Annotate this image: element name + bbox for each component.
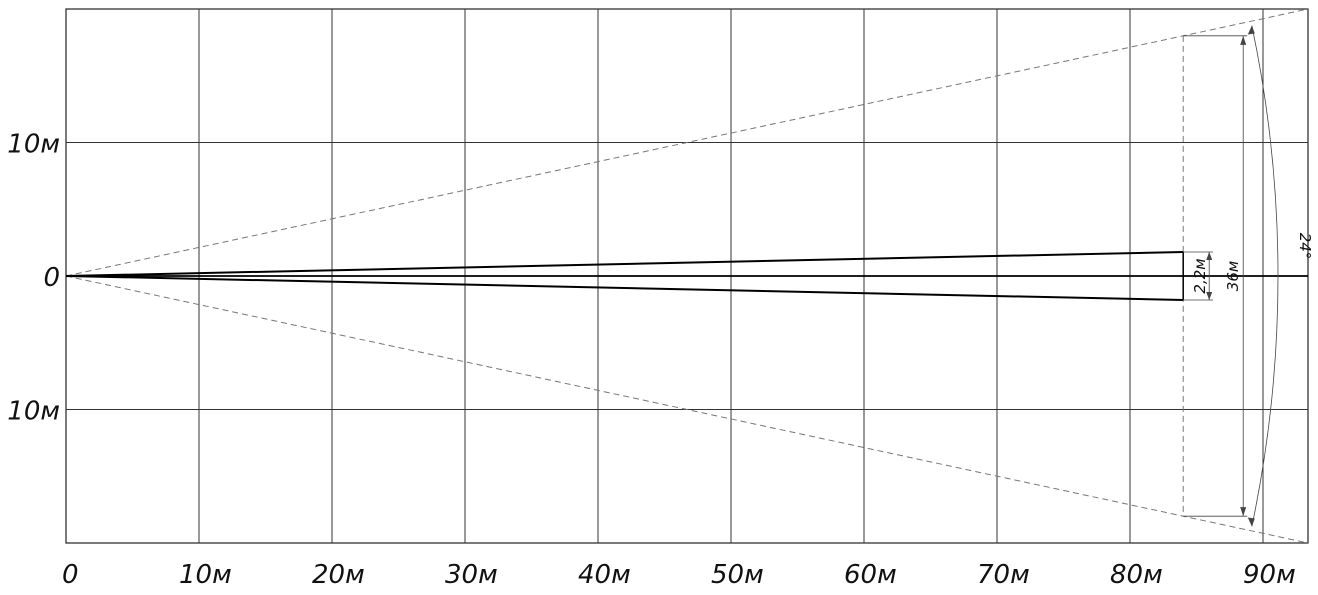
x-tick-label: 30м bbox=[445, 560, 498, 590]
arrow-head bbox=[1206, 292, 1213, 301]
beam-lower-edge bbox=[65, 275, 1184, 302]
beam-upper-edge bbox=[65, 250, 1184, 277]
x-tick-label: 50м bbox=[711, 560, 764, 590]
fov-upper-edge bbox=[65, 8, 1309, 277]
y-tick-label: 10м bbox=[7, 130, 60, 160]
x-tick-label: 40м bbox=[578, 560, 631, 590]
y-tick-label: 10м bbox=[7, 397, 60, 427]
x-tick-label: 90м bbox=[1243, 560, 1296, 590]
x-tick-label: 80м bbox=[1110, 560, 1163, 590]
y-axis-tick-labels: 10м 0 10м bbox=[7, 130, 60, 427]
dimension-annotations: 2,2м 36м 24° bbox=[1183, 25, 1314, 527]
arrow-head bbox=[1206, 251, 1213, 260]
arrow-head bbox=[1240, 507, 1247, 517]
arrow-head bbox=[1247, 25, 1255, 35]
x-tick-label: 0 bbox=[62, 560, 79, 590]
x-tick-label: 10м bbox=[179, 560, 232, 590]
fov-width-label: 36м bbox=[1224, 261, 1242, 291]
arrow-head bbox=[1240, 35, 1247, 45]
x-tick-label: 60м bbox=[844, 560, 897, 590]
x-tick-label: 20м bbox=[312, 560, 365, 590]
x-tick-label: 70м bbox=[977, 560, 1030, 590]
grid bbox=[65, 8, 1309, 544]
fov-lower-edge bbox=[65, 275, 1309, 544]
x-axis-tick-labels: 0 10м 20м 30м 40м 50м 60м 70м 80м 90м bbox=[62, 560, 1296, 590]
fov-angle-label: 24° bbox=[1296, 233, 1314, 260]
beam-wedge bbox=[65, 250, 1184, 302]
beam-width-label: 2,2м bbox=[1191, 258, 1209, 293]
fov-angle-arc bbox=[1251, 25, 1279, 527]
arrow-head bbox=[1247, 517, 1255, 527]
y-tick-label: 0 bbox=[43, 263, 60, 293]
